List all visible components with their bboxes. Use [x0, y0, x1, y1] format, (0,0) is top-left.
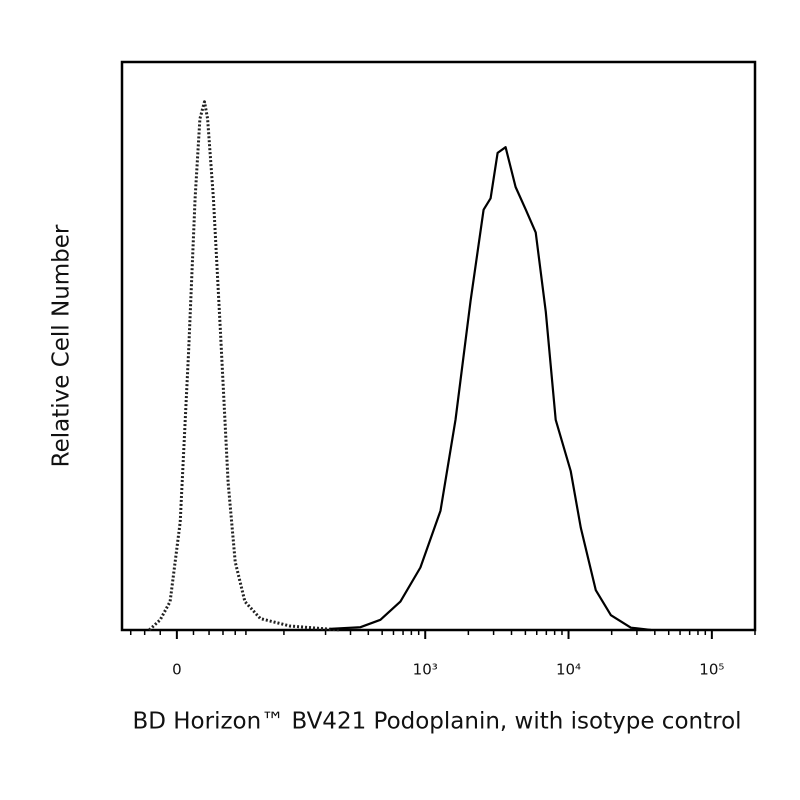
x-tick-label: 10⁴	[556, 661, 581, 679]
histogram-line	[330, 146, 652, 632]
x-axis-title: BD Horizon™ BV421 Podoplanin, with isoty…	[132, 709, 741, 735]
x-tick-label: 0	[172, 661, 182, 679]
histogram-line	[148, 100, 341, 632]
x-tick-label: 10³	[413, 661, 438, 679]
plot-frame	[120, 60, 757, 632]
x-tick-label: 10⁵	[699, 661, 724, 679]
y-axis-title: Relative Cell Number	[49, 224, 75, 467]
